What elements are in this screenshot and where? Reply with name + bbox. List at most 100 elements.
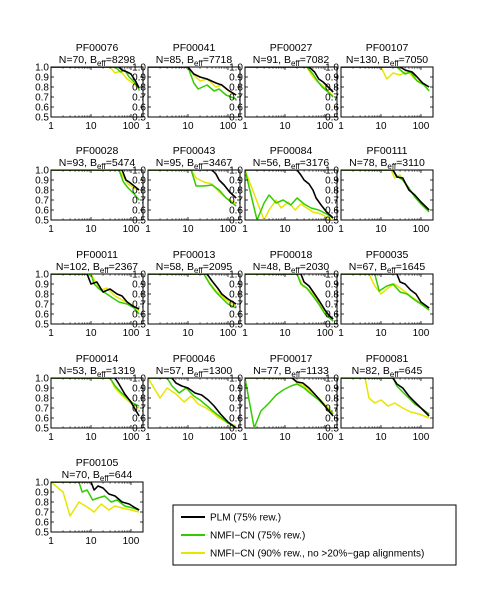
y-tick-label: 0.9 [35, 280, 49, 291]
x-tick-label: 1 [145, 121, 151, 132]
y-tick-label: 1.0 [229, 270, 243, 281]
x-tick-label: 10 [375, 432, 387, 443]
series-line-PLM [245, 274, 334, 320]
y-tick-label: 0.6 [132, 103, 146, 114]
panel-title-family: PF00017 [270, 353, 313, 365]
x-tick-label: 1 [242, 432, 248, 443]
y-tick-label: 0.6 [132, 414, 146, 425]
panel-title-stats: N=56, Beff=3176 [253, 157, 330, 171]
series-line-PLM [245, 170, 334, 219]
panel-title-stats: N=130, Beff=7050 [346, 54, 428, 68]
plot-area [340, 377, 434, 429]
y-tick-label: 0.8 [35, 394, 49, 405]
panel-title-stats: N=70, Beff=8298 [59, 54, 136, 68]
y-tick-label: 0.5 [325, 113, 339, 124]
y-tick-label: 0.5 [229, 424, 243, 435]
panel-title-family: PF00028 [76, 145, 119, 157]
y-tick-label: 0.6 [325, 414, 339, 425]
plot-area [340, 273, 434, 325]
plot-area [50, 66, 144, 118]
y-tick-label: 0.8 [35, 186, 49, 197]
y-tick-label: 1.0 [325, 374, 339, 385]
x-tick-label: 10 [375, 121, 387, 132]
x-tick-label: 100 [413, 121, 430, 132]
y-tick-label: 1.0 [229, 374, 243, 385]
y-tick-label: 0.6 [325, 103, 339, 114]
x-tick-label: 100 [220, 121, 237, 132]
panel-title-stats: N=48, Beff=2030 [253, 261, 330, 275]
panel-title-family: PF00041 [173, 42, 216, 54]
y-tick-label: 0.9 [35, 176, 49, 187]
y-tick-label: 0.7 [35, 404, 49, 415]
panel-title-stats: N=95, Beff=3467 [156, 157, 233, 171]
y-tick-label: 0.7 [325, 300, 339, 311]
x-tick-label: 100 [317, 224, 334, 235]
series-line-NMFI_CN_gap [245, 170, 334, 220]
x-tick-label: 100 [317, 328, 334, 339]
y-tick-label: 0.7 [35, 93, 49, 104]
y-tick-label: 1.0 [229, 63, 243, 74]
y-tick-label: 1.0 [35, 374, 49, 385]
x-tick-label: 1 [145, 432, 151, 443]
panel-title-stats: N=85, Beff=7718 [156, 54, 233, 68]
x-tick-label: 10 [375, 224, 387, 235]
y-tick-label: 0.7 [229, 404, 243, 415]
series-line-NMFI_CN_gap [341, 274, 430, 309]
y-tick-label: 0.8 [35, 290, 49, 301]
legend: PLM (75% rew.) NMFI−CN (75% rew.) NMFI−CN … [172, 504, 457, 566]
series-line-NMFI_CN [245, 274, 334, 322]
series-line-PLM [148, 274, 237, 305]
plot-area [50, 377, 144, 429]
x-tick-label: 1 [242, 224, 248, 235]
series-line-NMFI_CN [148, 274, 237, 309]
x-tick-label: 1 [145, 328, 151, 339]
x-tick-label: 10 [279, 121, 291, 132]
x-tick-label: 10 [85, 121, 97, 132]
series-line-NMFI_CN [245, 170, 334, 220]
panel-title-family: PF00046 [173, 353, 216, 365]
x-tick-label: 10 [85, 536, 97, 547]
y-tick-label: 0.9 [132, 73, 146, 84]
y-tick-label: 0.7 [132, 196, 146, 207]
series-line-NMFI_CN_gap [51, 482, 140, 517]
plot-area [340, 66, 434, 118]
series-line-PLM [148, 67, 237, 96]
y-tick-label: 0.6 [229, 206, 243, 217]
panel-title-stats: N=57, Beff=1300 [156, 365, 233, 379]
legend-label-NMFI_CN: NMFI−CN (75% rew.) [210, 531, 305, 542]
y-tick-label: 0.7 [325, 404, 339, 415]
y-tick-label: 1.0 [132, 63, 146, 74]
y-tick-label: 1.0 [325, 270, 339, 281]
series-line-NMFI_CN_gap [341, 67, 430, 88]
x-tick-label: 1 [48, 328, 54, 339]
series-line-NMFI_CN [51, 274, 140, 315]
y-tick-label: 0.7 [132, 404, 146, 415]
y-tick-label: 0.9 [325, 280, 339, 291]
y-tick-label: 0.9 [132, 176, 146, 187]
y-tick-label: 0.9 [35, 488, 49, 499]
y-tick-label: 0.5 [132, 113, 146, 124]
series-line-NMFI_CN [51, 67, 140, 90]
y-tick-label: 0.6 [229, 310, 243, 321]
y-tick-label: 1.0 [325, 63, 339, 74]
y-tick-label: 0.7 [325, 93, 339, 104]
series-line-PLM [51, 378, 140, 417]
y-tick-label: 0.5 [229, 113, 243, 124]
panel-title-family: PF00018 [270, 249, 313, 261]
x-tick-label: 1 [145, 224, 151, 235]
panel-title-stats: N=70, Beff=644 [62, 469, 133, 483]
y-tick-label: 0.5 [229, 320, 243, 331]
y-tick-label: 0.6 [229, 414, 243, 425]
series-line-PLM [51, 482, 140, 511]
y-tick-label: 0.6 [229, 103, 243, 114]
y-tick-label: 0.5 [132, 424, 146, 435]
panel-title-stats: N=93, Beff=5474 [59, 157, 136, 171]
x-tick-label: 100 [317, 432, 334, 443]
